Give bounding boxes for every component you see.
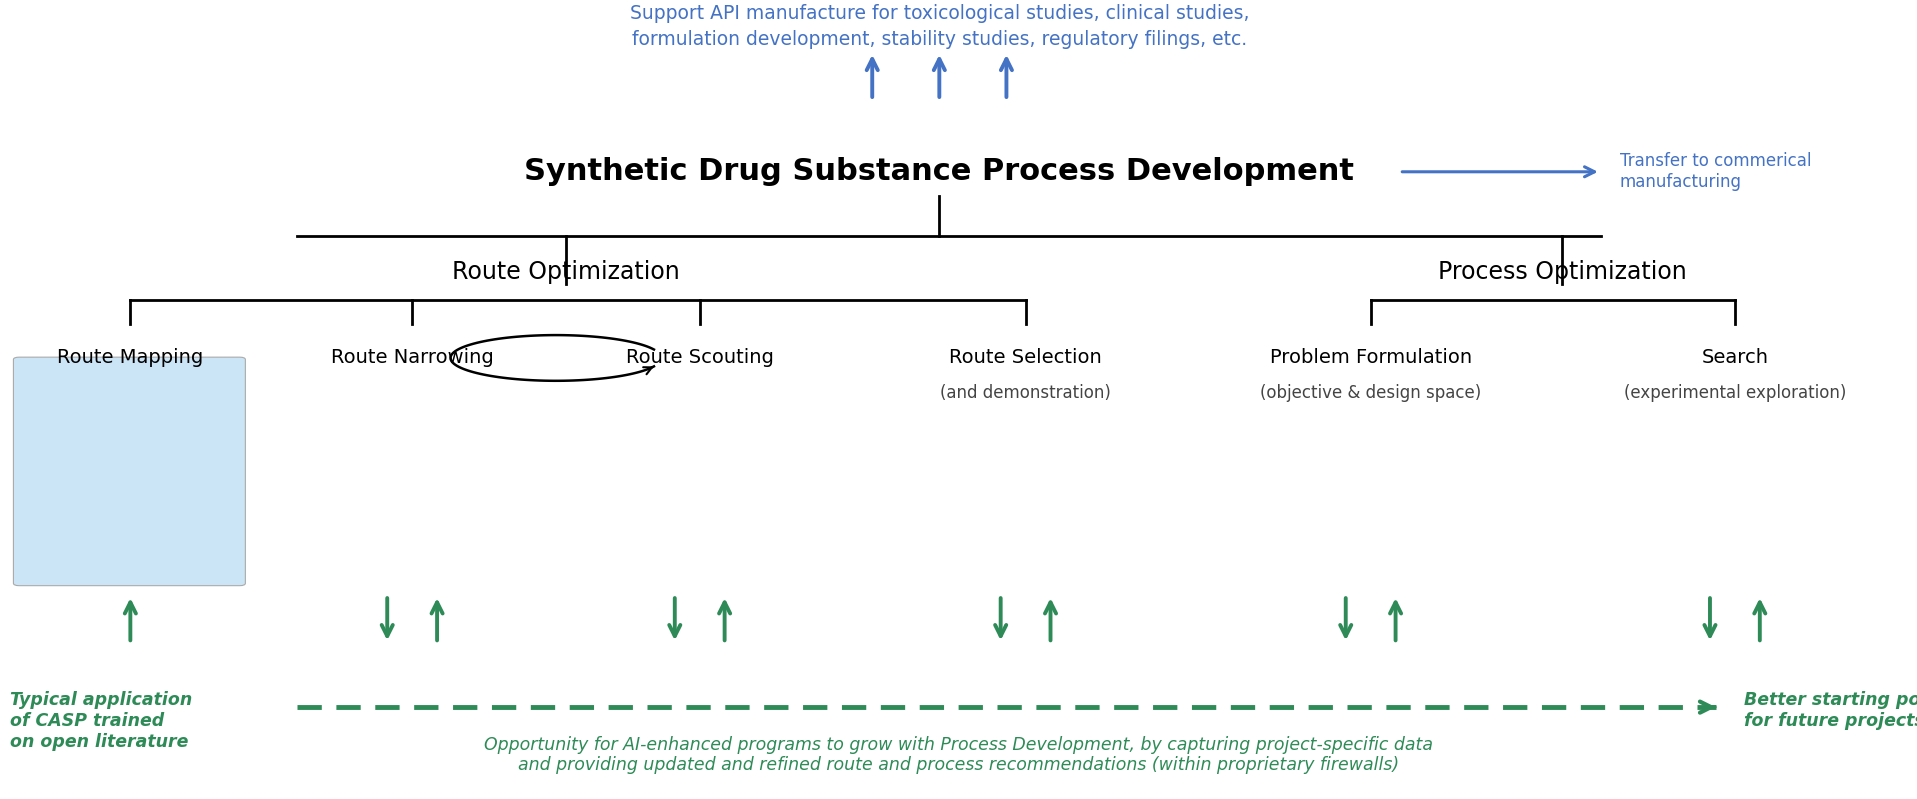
- Text: Route Selection: Route Selection: [949, 348, 1102, 367]
- FancyBboxPatch shape: [13, 357, 245, 586]
- Text: Process Optimization: Process Optimization: [1438, 260, 1687, 284]
- Text: Route Optimization: Route Optimization: [452, 260, 679, 284]
- Text: (experimental exploration): (experimental exploration): [1624, 384, 1846, 402]
- Text: Search: Search: [1702, 348, 1767, 367]
- Text: Better starting points
for future projects: Better starting points for future projec…: [1744, 691, 1917, 730]
- Text: Transfer to commerical
manufacturing: Transfer to commerical manufacturing: [1620, 153, 1812, 191]
- Text: Route Narrowing: Route Narrowing: [332, 348, 493, 367]
- Text: (and demonstration): (and demonstration): [939, 384, 1112, 402]
- Text: Support API manufacture for toxicological studies, clinical studies,
formulation: Support API manufacture for toxicologica…: [629, 4, 1250, 50]
- Text: (objective & design space): (objective & design space): [1259, 384, 1482, 402]
- Text: Problem Formulation: Problem Formulation: [1269, 348, 1472, 367]
- Text: Typical application
of CASP trained
on open literature: Typical application of CASP trained on o…: [10, 691, 192, 751]
- Text: Route Mapping: Route Mapping: [58, 348, 203, 367]
- Text: Opportunity for AI-enhanced programs to grow with Process Development, by captur: Opportunity for AI-enhanced programs to …: [483, 736, 1434, 774]
- Text: Route Scouting: Route Scouting: [625, 348, 774, 367]
- Text: Synthetic Drug Substance Process Development: Synthetic Drug Substance Process Develop…: [525, 157, 1353, 186]
